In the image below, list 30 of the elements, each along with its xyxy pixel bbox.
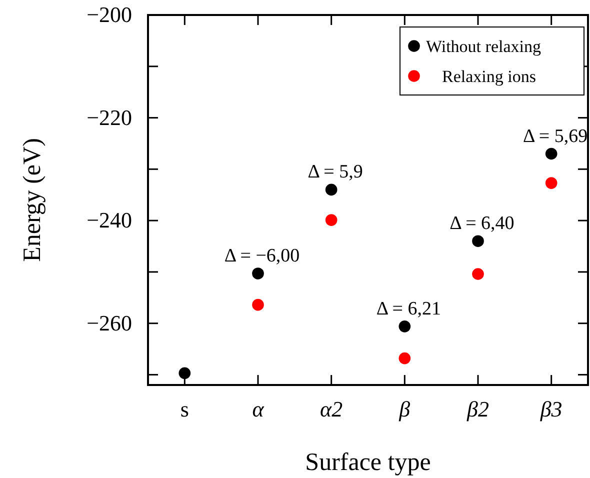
- legend-label: Without relaxing: [426, 37, 542, 56]
- x-tick-label: α2: [320, 396, 343, 422]
- annotation: Δ = −6,00: [224, 245, 300, 266]
- point: [545, 148, 558, 160]
- x-tick-label: β2: [466, 396, 489, 422]
- point: [398, 352, 411, 364]
- point: [252, 298, 264, 311]
- annotation: Δ = 6,40: [450, 213, 514, 234]
- x-tick-label: β3: [539, 396, 562, 422]
- point: [252, 268, 264, 280]
- x-axis-title: Surface type: [305, 449, 431, 476]
- point: [178, 367, 191, 380]
- y-tick-label: −200: [86, 2, 132, 28]
- point: [398, 320, 411, 332]
- y-tick-label: −260: [86, 310, 132, 336]
- annotation: Δ = 6,21: [376, 298, 441, 320]
- y-tick-label: −240: [86, 208, 132, 233]
- point: [325, 184, 338, 196]
- point: [325, 214, 338, 226]
- y-axis-title: Energy (eV): [19, 138, 46, 262]
- point: [472, 235, 484, 248]
- annotation: Δ = 5,69: [523, 126, 588, 147]
- x-tick-label: α: [252, 396, 264, 422]
- point: [545, 177, 558, 189]
- x-tick-label: s: [180, 396, 189, 422]
- point: [472, 268, 484, 280]
- legend-label: Relaxing ions: [442, 67, 536, 86]
- x-tick-label: β: [398, 396, 410, 422]
- annotation: Δ = 5,9: [308, 162, 363, 183]
- y-tick-label: −220: [86, 104, 132, 130]
